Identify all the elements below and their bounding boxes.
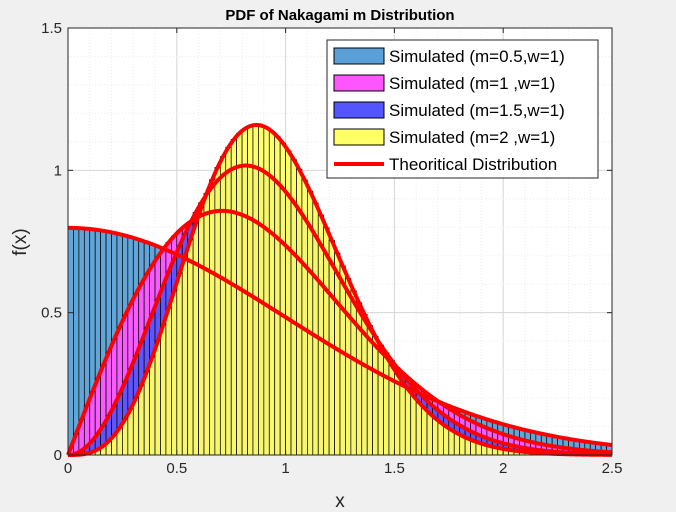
histogram-bar <box>410 395 417 456</box>
legend-swatch <box>333 101 385 119</box>
histogram-bar <box>230 139 237 456</box>
legend-label: Simulated (m=1 ,w=1) <box>389 74 555 93</box>
histogram-bar <box>67 227 74 456</box>
y-tick-label: 1.5 <box>41 20 62 37</box>
histogram-bar <box>138 384 145 456</box>
histogram-bar <box>372 335 379 456</box>
legend-swatch <box>333 74 385 92</box>
histogram-bar <box>187 239 194 456</box>
theory-curve-1 <box>66 208 613 456</box>
axis-ticks: 0 0.5 1 1.5 2 2.5 0 0.5 1 1.5 <box>41 20 622 477</box>
histogram-bar <box>432 417 439 456</box>
histogram-bar <box>258 125 265 456</box>
y-axis-label: f(x) <box>10 228 31 255</box>
histogram-bar <box>149 356 156 456</box>
histogram-bar <box>415 401 422 456</box>
histogram-bar <box>394 373 401 456</box>
histogram-bar <box>437 422 444 456</box>
y-tick-label: 0 <box>54 447 62 464</box>
legend-label: Theoritical Distribution <box>389 155 557 174</box>
histogram-bar <box>334 252 341 456</box>
chart-title: PDF of Nakagami m Distribution <box>225 7 454 24</box>
theory-curve-2 <box>67 163 613 457</box>
histogram-bar <box>345 278 352 456</box>
histogram-bar <box>421 407 428 456</box>
histogram-bars <box>67 124 613 456</box>
histogram-bar <box>192 223 199 456</box>
y-tick-label: 0.5 <box>41 305 62 322</box>
legend-swatch <box>333 47 385 65</box>
legend-label: Simulated (m=2 ,w=1) <box>389 128 555 147</box>
legend-label: Simulated (m=0.5,w=1) <box>389 47 565 66</box>
histogram-bar <box>181 256 189 456</box>
x-tick-label: 0 <box>64 460 72 477</box>
legend: Simulated (m=0.5,w=1) Simulated (m=1 ,w=1… <box>326 39 599 179</box>
histogram-bar <box>426 413 433 456</box>
histogram-bar <box>73 227 80 456</box>
histogram-bar <box>203 192 210 456</box>
histogram-bar <box>399 381 406 456</box>
histogram-bar <box>198 207 205 456</box>
histogram-bar <box>165 307 172 456</box>
histogram-bar <box>219 156 227 456</box>
x-axis-label: x <box>335 491 345 512</box>
histogram-bar <box>448 429 455 456</box>
legend-label: Simulated (m=1.5,w=1) <box>389 101 565 120</box>
histogram-bar <box>171 290 178 456</box>
histogram-bar <box>404 388 412 456</box>
histogram-bar <box>252 124 259 456</box>
histogram-bar <box>176 273 183 456</box>
theory-curve-3 <box>67 122 613 457</box>
histogram-bar <box>143 371 150 456</box>
theory-curve-0 <box>67 225 613 448</box>
y-tick-label: 1 <box>54 162 62 179</box>
histogram-bar <box>225 146 232 456</box>
histogram-bar <box>366 325 373 456</box>
histogram-bar <box>209 179 216 456</box>
x-tick-label: 2 <box>499 460 507 477</box>
histogram-bar <box>377 346 384 456</box>
x-tick-label: 1.5 <box>384 460 405 477</box>
histogram-bar <box>350 290 357 456</box>
histogram-bar <box>443 426 450 456</box>
legend-swatch <box>333 128 385 146</box>
histogram-bar <box>383 355 390 456</box>
x-tick-label: 0.5 <box>166 460 187 477</box>
histogram-bar <box>247 125 254 456</box>
plot-frame <box>67 27 613 456</box>
x-tick-label: 1 <box>281 460 289 477</box>
theory-curves <box>66 122 613 457</box>
x-tick-label: 2.5 <box>602 460 623 477</box>
histogram-bar <box>236 132 243 456</box>
histogram-bar <box>154 340 161 456</box>
histogram-bar <box>160 324 167 456</box>
histogram-bar <box>339 265 346 456</box>
